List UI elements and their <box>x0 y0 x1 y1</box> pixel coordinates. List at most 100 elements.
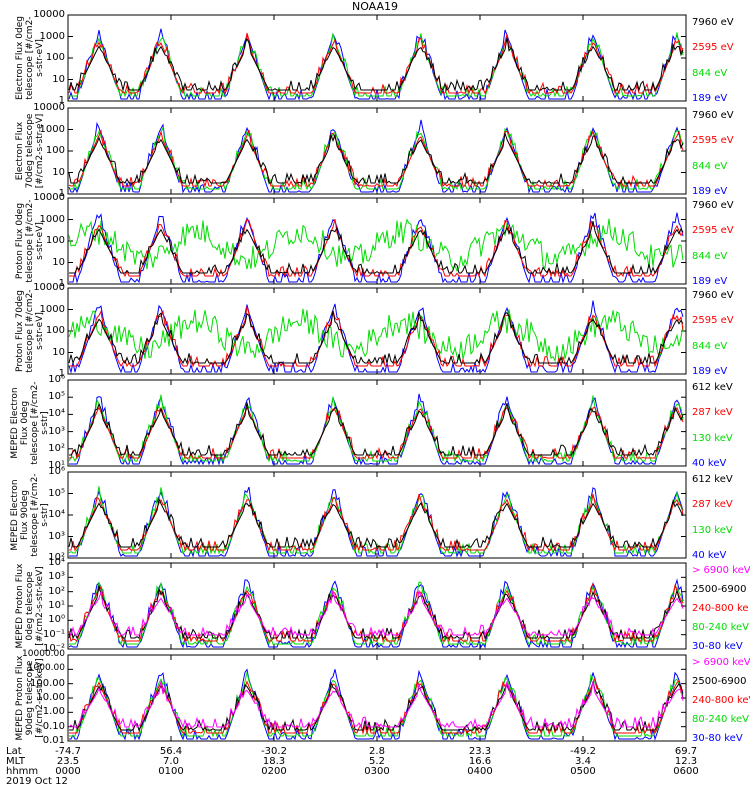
y-tick-label: 10⁻¹ <box>42 628 65 640</box>
y-tick-label: 1000 <box>39 30 65 42</box>
legend-entry: 844 eV <box>692 250 728 262</box>
x-tick-mlt: 3.4 <box>575 756 591 767</box>
legend-entry: 130 keV <box>692 432 733 444</box>
y-axis-label: MEPED Electron Flux 0deg telescope [#/cm… <box>10 381 50 465</box>
legend-entry: 80-240 keV <box>692 714 750 725</box>
x-tick-lat: -49.2 <box>570 746 596 757</box>
data-series <box>68 589 684 637</box>
x-tick-lat: 56.4 <box>159 746 183 757</box>
legend-entry: 844 eV <box>692 67 728 79</box>
legend-entry: 7960 eV <box>692 200 734 211</box>
y-tick-label: 10³ <box>48 530 65 542</box>
y-tick-label: 1 <box>58 95 65 106</box>
y-tick-label: 10⁵ <box>48 391 65 403</box>
legend-entry: 189 eV <box>692 93 728 104</box>
data-series <box>68 308 684 363</box>
y-axis-label: MEPED Electron Flux 90deg telescope [#/c… <box>10 473 50 557</box>
y-tick-label: 10⁴ <box>48 408 65 420</box>
legend-entry: 7960 eV <box>692 17 734 28</box>
data-series <box>69 220 684 275</box>
x-tick-mlt: 23.5 <box>56 756 80 767</box>
y-tick-label: 1.00 <box>42 706 65 718</box>
y-axis-label: Electron Flux 0deg telescope [#/cm2-s-st… <box>15 15 45 101</box>
chart-title: NOAA19 <box>351 0 399 13</box>
data-series <box>68 680 684 729</box>
data-series <box>68 310 684 365</box>
y-tick-label: 10000.00 <box>22 649 65 659</box>
data-series <box>69 306 684 368</box>
y-tick-label: 100 <box>45 235 65 246</box>
data-series <box>69 393 684 466</box>
y-axis-label: Proton Flux 0deg telescope [#/cm2-s-str-… <box>15 199 45 283</box>
legend-entry: 189 eV <box>692 276 728 287</box>
x-tick-mlt: 18.3 <box>262 756 286 767</box>
x-tick-hhmm: 0000 <box>55 766 81 777</box>
y-tick-label: 0.01 <box>42 735 65 746</box>
data-series <box>68 497 684 549</box>
x-tick-lat: 69.7 <box>674 746 698 757</box>
y-tick-label: 10.00 <box>36 692 65 703</box>
y-tick-label: 100 <box>45 325 65 336</box>
y-tick-label: 0.10 <box>42 720 65 732</box>
legend-entry: 2595 eV <box>692 135 734 147</box>
x-tick-lat: -74.7 <box>55 746 81 757</box>
y-tick-label: 1000 <box>39 123 65 135</box>
y-tick-label: 10000 <box>33 102 65 113</box>
y-tick-label: 10⁵ <box>48 487 65 499</box>
x-tick-mlt: 12.3 <box>674 756 698 767</box>
y-tick-label: 10⁴ <box>48 509 65 520</box>
y-tick-label: 100.00 <box>30 677 65 689</box>
x-tick-mlt: 16.6 <box>468 756 492 767</box>
x-tick-mlt: 7.0 <box>163 756 179 767</box>
legend-entry: > 6900 keV <box>692 565 750 576</box>
x-tick-hhmm: 0500 <box>570 766 596 777</box>
x-tick-hhmm: 0400 <box>467 766 493 777</box>
y-tick-label: 10² <box>48 585 65 597</box>
y-tick-label: 10² <box>48 442 65 454</box>
y-tick-label: 10⁶ <box>48 374 65 385</box>
y-tick-label: 1000 <box>39 303 65 315</box>
x-tick-lat: 2.8 <box>369 746 385 757</box>
data-series <box>68 218 684 273</box>
y-tick-label: 10⁰ <box>48 614 65 626</box>
legend-entry: 80-240 keV <box>692 622 750 633</box>
x-tick-lat: -30.2 <box>261 746 287 757</box>
y-tick-label: 10 <box>52 346 65 358</box>
legend-entry: 130 keV <box>692 524 733 536</box>
y-tick-label: 10000 <box>33 9 65 20</box>
data-series <box>69 126 684 191</box>
legend-entry: 287 keV <box>692 407 733 419</box>
y-tick-label: 10¹ <box>48 600 65 611</box>
y-tick-label: 10¹ <box>48 460 65 471</box>
legend-entry: 40 keV <box>692 550 727 561</box>
legend-entry: 7960 eV <box>692 290 734 301</box>
x-tick-lat: 23.3 <box>468 746 492 757</box>
x-tick-mlt: 5.2 <box>369 756 385 767</box>
y-tick-label: 10000 <box>33 192 65 203</box>
y-tick-label: 1000 <box>39 213 65 225</box>
data-series <box>68 37 684 92</box>
y-tick-label: 1 <box>58 368 65 379</box>
panel-frame <box>67 562 687 650</box>
legend-entry: 240-800 ke <box>692 603 749 614</box>
panel-frame <box>67 107 687 195</box>
data-series <box>69 402 684 457</box>
y-tick-label: 10⁴ <box>48 557 65 568</box>
x-row-label: Lat <box>6 746 22 757</box>
legend-entry: 189 eV <box>692 366 728 377</box>
legend-entry: 30-80 keV <box>692 641 743 652</box>
legend-entry: 30-80 keV <box>692 733 743 744</box>
legend-entry: 7960 eV <box>692 110 734 121</box>
legend-entry: > 6900 keV <box>692 657 750 668</box>
y-tick-label: 10 <box>52 256 65 268</box>
x-row-label: MLT <box>6 756 25 767</box>
legend-entry: 2595 eV <box>692 225 734 237</box>
y-tick-label: 1 <box>58 188 65 199</box>
y-tick-label: 100 <box>45 145 65 156</box>
x-row-label: hhmm <box>6 766 39 777</box>
data-series <box>68 32 684 95</box>
y-tick-label: 10000 <box>33 282 65 293</box>
legend-entry: 612 keV <box>692 474 733 485</box>
x-tick-hhmm: 0600 <box>673 766 699 777</box>
